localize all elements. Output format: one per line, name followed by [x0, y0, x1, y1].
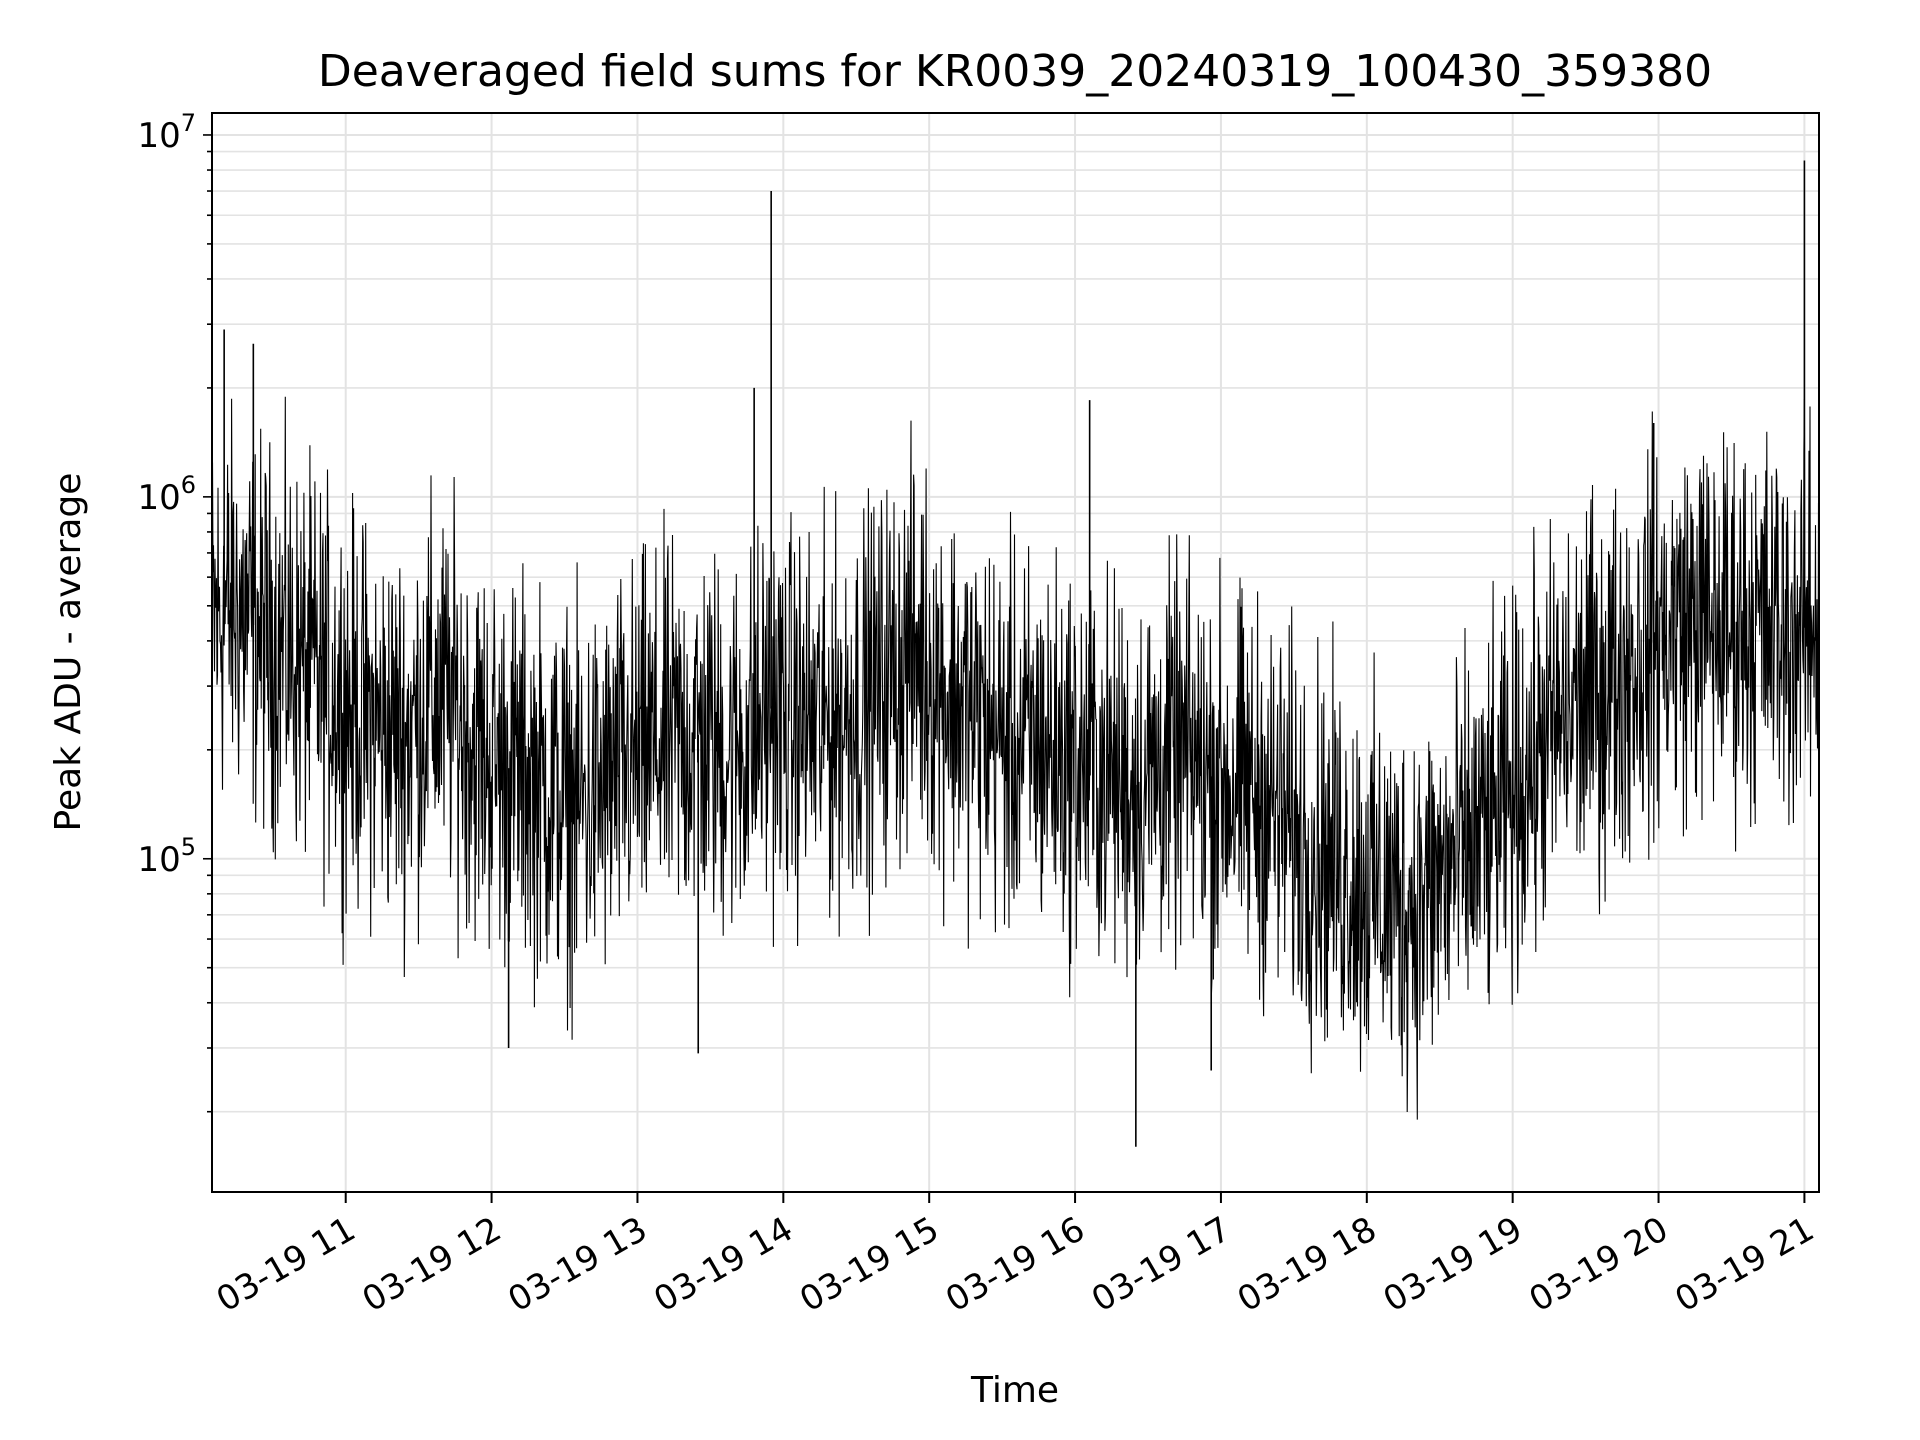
series-line: [211, 396, 1820, 1120]
y-tick-label: 106: [137, 471, 196, 518]
chart-title: Deaveraged field sums for KR0039_2024031…: [318, 46, 1712, 97]
x-axis-label: Time: [970, 1370, 1059, 1411]
y-axis: 105 106 107: [137, 109, 212, 1113]
plot-frame: [211, 112, 1820, 1193]
spikes: [223, 160, 1806, 1147]
y-axis-label: Peak ADU - average: [48, 473, 89, 832]
y-tick-label: 107: [137, 109, 196, 156]
y-tick-label: 105: [137, 833, 196, 880]
